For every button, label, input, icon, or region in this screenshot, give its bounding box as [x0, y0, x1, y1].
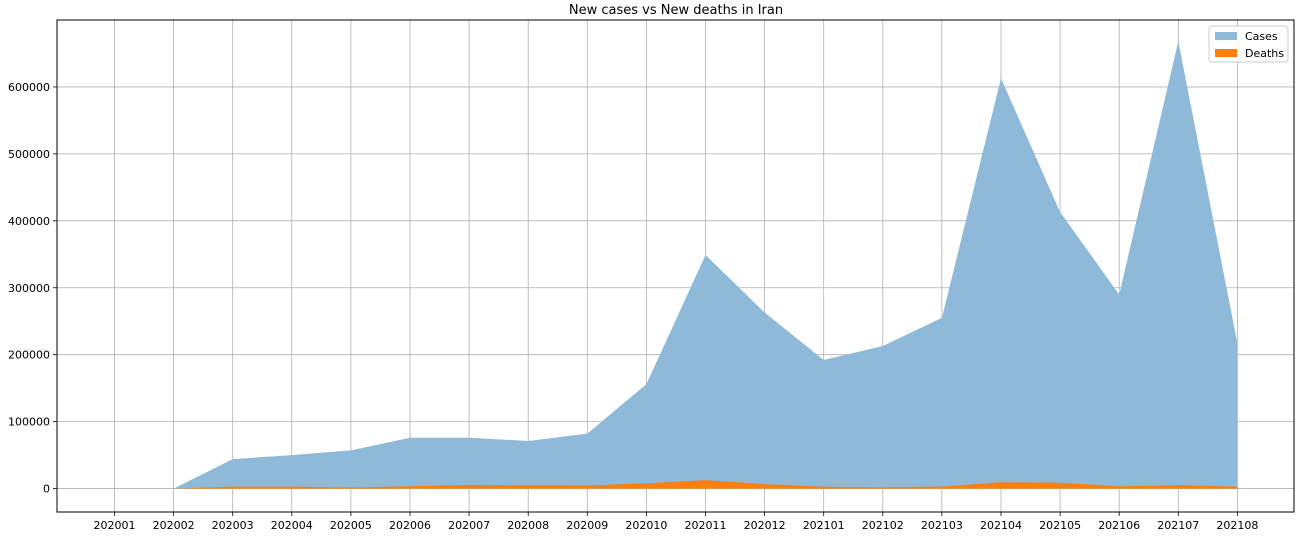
legend-label: Cases: [1245, 30, 1278, 43]
y-tick-label: 100000: [8, 416, 50, 429]
x-tick-label: 202103: [921, 519, 963, 532]
chart-title: New cases vs New deaths in Iran: [569, 3, 783, 18]
x-tick-label: 202006: [389, 519, 431, 532]
x-tick-label: 202011: [685, 519, 727, 532]
legend-swatch: [1215, 32, 1237, 40]
x-tick-label: 202107: [1157, 519, 1199, 532]
x-tick-label: 202001: [94, 519, 136, 532]
series-areas: [173, 41, 1238, 489]
axes: 202001 202002 202003 202004 202005 202006 2020…: [8, 19, 1295, 532]
area-cases: [173, 41, 1238, 489]
x-tick-label: 202007: [448, 519, 490, 532]
x-tick-label: 202101: [803, 519, 845, 532]
x-tick-label: 202004: [271, 519, 313, 532]
x-tick-label: 202009: [566, 519, 608, 532]
y-tick-label: 400000: [8, 215, 50, 228]
x-tick-label: 202108: [1216, 519, 1258, 532]
x-tick-label: 202010: [625, 519, 667, 532]
x-tick-label: 202012: [744, 519, 786, 532]
legend-swatch: [1215, 49, 1237, 57]
legend-label: Deaths: [1245, 47, 1284, 60]
y-tick-label: 500000: [8, 148, 50, 161]
y-tick-label: 200000: [8, 349, 50, 362]
area-deaths: [173, 480, 1238, 489]
x-tick-label: 202102: [862, 519, 904, 532]
y-tick-label: 0: [43, 483, 50, 496]
x-tick-label: 202003: [212, 519, 254, 532]
x-tick-label: 202005: [330, 519, 372, 532]
legend: Cases Deaths: [1208, 25, 1289, 63]
y-tick-label: 600000: [8, 81, 50, 94]
x-tick-label: 202104: [980, 519, 1022, 532]
x-tick-label: 202002: [153, 519, 195, 532]
x-tick-label: 202105: [1039, 519, 1081, 532]
x-tick-label: 202008: [507, 519, 549, 532]
plot-frame: [56, 19, 1295, 513]
x-tick-label: 202106: [1098, 519, 1140, 532]
y-tick-label: 300000: [8, 282, 50, 295]
